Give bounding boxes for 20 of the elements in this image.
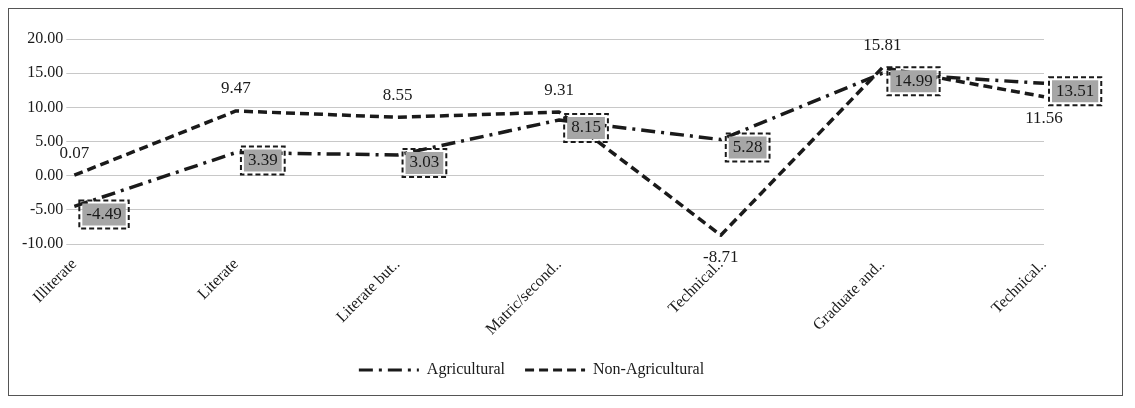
data-label: 15.81	[863, 35, 902, 55]
y-tick-label: -5.00	[30, 200, 64, 218]
data-label: 9.31	[544, 79, 575, 99]
legend-label: Non-Agricultural	[593, 360, 705, 379]
data-label: 3.39	[247, 150, 278, 169]
y-tick-label: 15.00	[27, 63, 64, 81]
data-label: 8.55	[382, 84, 413, 104]
y-tick-label: 20.00	[27, 29, 64, 47]
data-label: 3.03	[409, 152, 440, 172]
data-label: 14.99	[894, 70, 933, 90]
data-label: 11.56	[1025, 108, 1063, 128]
data-label: -4.49	[86, 203, 122, 223]
y-tick-label: 0.00	[35, 165, 64, 183]
y-tick-label: -10.00	[22, 234, 64, 252]
data-label: 8.15	[571, 117, 601, 137]
data-label: 9.47	[221, 78, 252, 98]
legend-label: Agricultural	[426, 360, 506, 379]
data-label: 5.28	[732, 137, 763, 157]
y-tick-label: 10.00	[27, 97, 64, 115]
data-label: 13.51	[1056, 80, 1095, 100]
